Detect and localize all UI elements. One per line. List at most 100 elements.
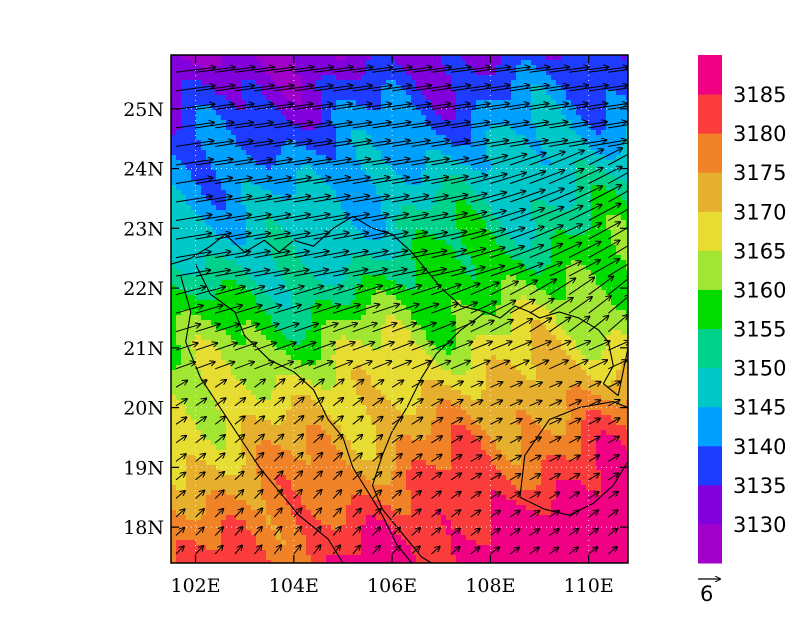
field-cell (281, 85, 287, 91)
field-cell (396, 170, 402, 176)
field-cell (441, 220, 447, 226)
field-cell (201, 210, 207, 216)
field-cell (576, 275, 582, 281)
field-cell (421, 285, 427, 291)
field-cell (611, 295, 617, 301)
field-cell (511, 260, 517, 266)
field-cell (541, 195, 547, 201)
field-cell (176, 90, 182, 96)
field-cell (431, 110, 437, 116)
field-cell (446, 155, 452, 161)
field-cell (231, 145, 237, 151)
field-cell (211, 315, 217, 321)
field-cell (446, 215, 452, 221)
field-cell (291, 195, 297, 201)
field-cell (201, 225, 207, 231)
field-cell (271, 275, 277, 281)
field-cell (586, 185, 592, 191)
field-cell (431, 315, 437, 321)
field-cell (421, 225, 427, 231)
field-cell (256, 95, 262, 101)
field-cell (206, 165, 212, 171)
field-cell (521, 310, 527, 316)
field-cell (291, 110, 297, 116)
field-cell (271, 75, 277, 81)
field-cell (281, 155, 287, 161)
field-cell (551, 195, 557, 201)
field-cell (341, 125, 347, 131)
field-cell (616, 55, 622, 61)
field-cell (401, 60, 407, 66)
field-cell (271, 100, 277, 106)
field-cell (566, 250, 572, 256)
field-cell (436, 165, 442, 171)
field-cell (391, 220, 397, 226)
field-cell (506, 100, 512, 106)
field-cell (461, 220, 467, 226)
field-cell (516, 115, 522, 121)
field-cell (516, 125, 522, 131)
field-cell (276, 210, 282, 216)
field-cell (286, 200, 292, 206)
field-cell (541, 60, 547, 66)
field-cell (196, 210, 202, 216)
field-cell (366, 245, 372, 251)
field-cell (371, 70, 377, 76)
field-cell (461, 60, 467, 66)
field-cell (256, 280, 262, 286)
field-cell (586, 195, 592, 201)
field-cell (501, 240, 507, 246)
field-cell (196, 170, 202, 176)
field-cell (601, 320, 607, 326)
field-cell (596, 115, 602, 121)
field-cell (401, 55, 407, 61)
field-cell (561, 180, 567, 186)
field-cell (576, 75, 582, 81)
field-cell (431, 95, 437, 101)
field-cell (191, 140, 197, 146)
field-cell (531, 115, 537, 121)
field-cell (386, 320, 392, 326)
field-cell (486, 300, 492, 306)
field-cell (386, 110, 392, 116)
field-cell (556, 150, 562, 156)
field-cell (271, 135, 277, 141)
field-cell (506, 70, 512, 76)
field-cell (601, 110, 607, 116)
field-cell (236, 65, 242, 71)
field-cell (286, 315, 292, 321)
field-cell (506, 110, 512, 116)
field-cell (561, 275, 567, 281)
field-cell (501, 305, 507, 311)
field-cell (351, 165, 357, 171)
field-cell (456, 135, 462, 141)
field-cell (386, 295, 392, 301)
field-cell (586, 75, 592, 81)
field-cell (476, 60, 482, 66)
field-cell (186, 250, 192, 256)
field-cell (176, 170, 182, 176)
field-cell (341, 80, 347, 86)
field-cell (271, 145, 277, 151)
field-cell (216, 65, 222, 71)
field-cell (386, 125, 392, 131)
field-cell (186, 140, 192, 146)
field-cell (581, 310, 587, 316)
field-cell (591, 245, 597, 251)
field-cell (611, 145, 617, 151)
field-cell (431, 205, 437, 211)
field-cell (591, 75, 597, 81)
field-cell (276, 260, 282, 266)
field-cell (391, 190, 397, 196)
field-cell (201, 55, 207, 61)
field-cell (361, 170, 367, 176)
field-cell (246, 245, 252, 251)
field-cell (231, 130, 237, 136)
field-cell (596, 275, 602, 281)
field-cell (301, 245, 307, 251)
field-cell (331, 315, 337, 321)
field-cell (566, 125, 572, 131)
field-cell (266, 180, 272, 186)
field-cell (246, 205, 252, 211)
field-cell (526, 95, 532, 101)
